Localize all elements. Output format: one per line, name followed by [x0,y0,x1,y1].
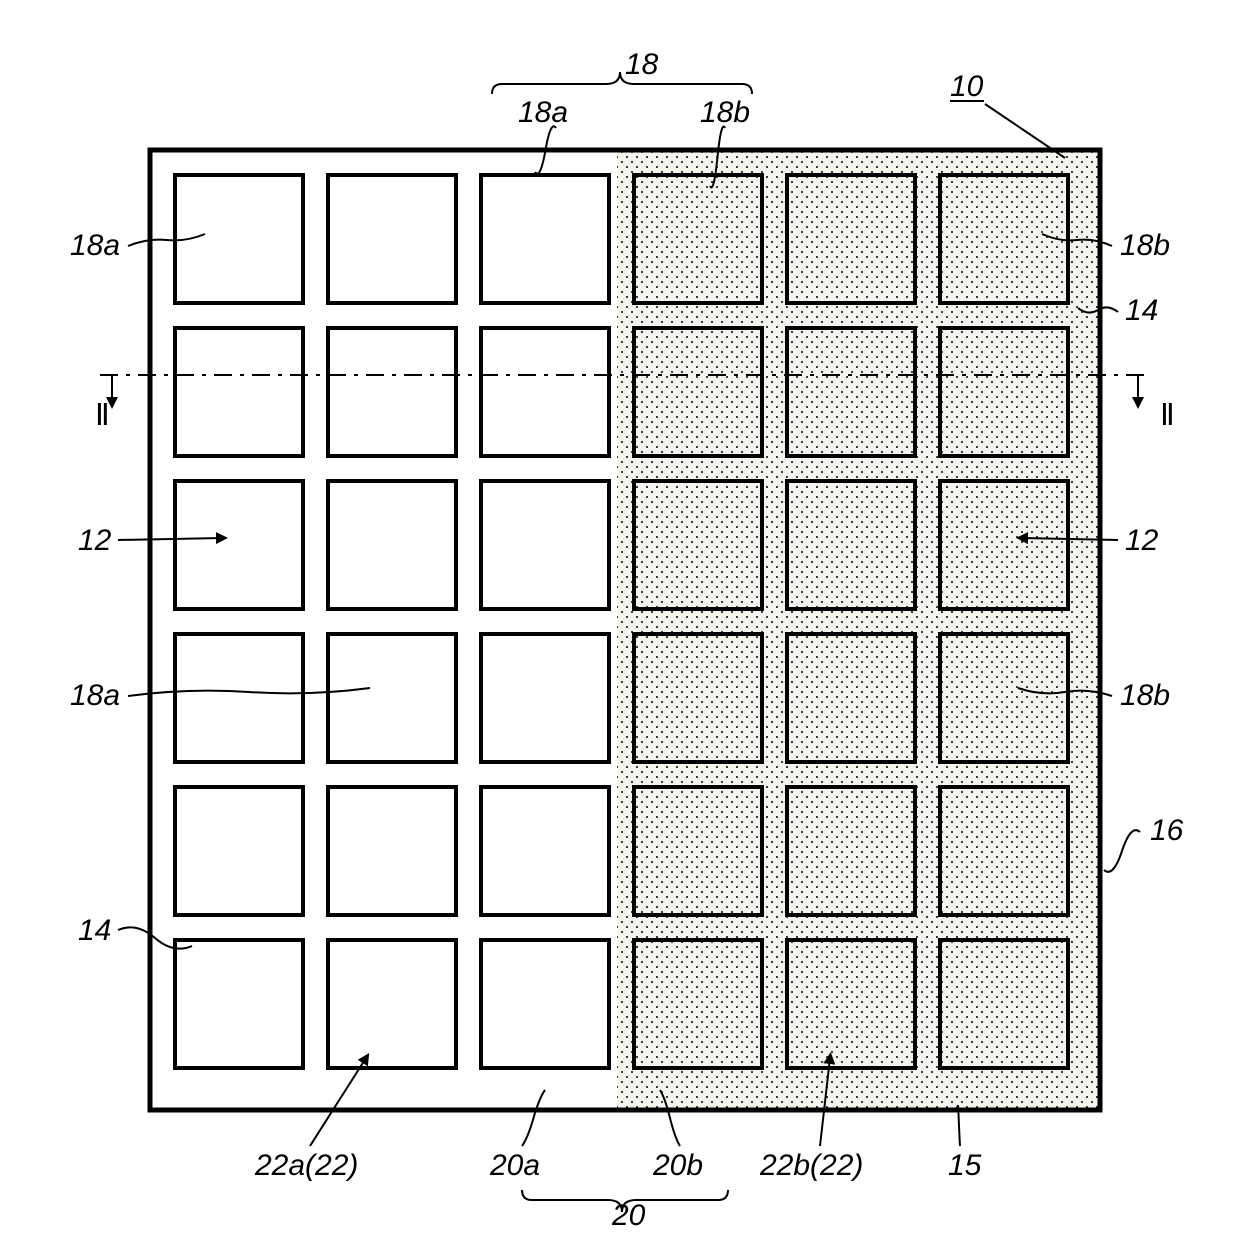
cell-18a [175,481,303,609]
cell-18b [634,481,762,609]
label-left_18a_1: 18a [70,229,120,262]
label-right_18b_1: 18b [1120,229,1170,262]
label-top_18b: 18b [700,96,750,129]
cell-18a [175,328,303,456]
cell-18a [175,634,303,762]
label-right_16: 16 [1150,814,1184,847]
leader-line [1104,830,1140,872]
label-right_18b_2: 18b [1120,679,1170,712]
cell-18a [328,940,456,1068]
label-right_12: 12 [1125,524,1159,557]
label-bot_22a: 22a(22) [254,1149,358,1182]
cell-18a [481,787,609,915]
cell-18b [787,787,915,915]
cell-18b [940,634,1068,762]
label-left_12: 12 [78,524,112,557]
cell-18b [634,787,762,915]
cell-18b [634,175,762,303]
cell-18a [328,634,456,762]
leader-line [310,1058,366,1146]
cell-18a [328,787,456,915]
cell-18b [940,940,1068,1068]
cell-18b [940,328,1068,456]
brace-18 [492,72,752,94]
cell-18b [787,481,915,609]
leader-line [522,1090,545,1146]
cell-18b [634,940,762,1068]
cell-18a [328,481,456,609]
cell-18b [787,175,915,303]
cell-18a [175,940,303,1068]
label-bot_20: 20 [611,1199,646,1232]
label-right_14: 14 [1125,294,1158,327]
label-bot_22b: 22b(22) [759,1149,863,1182]
label-bot_20a: 20a [489,1149,540,1182]
label-left_14: 14 [78,914,111,947]
cell-18b [787,940,915,1068]
cell-18b [940,175,1068,303]
cell-18b [634,328,762,456]
cell-18a [328,328,456,456]
cell-18a [175,787,303,915]
label-top_18: 18 [625,48,659,81]
cell-18b [787,328,915,456]
label-bot_15: 15 [948,1149,982,1182]
diagram-canvas: Ⅱ Ⅱ 18 18a 18b 10 18a 12 18a 14 18b 14 12 18b 16 22a(2… [0,0,1240,1252]
cell-18b [787,634,915,762]
cell-18a [481,328,609,456]
cell-18a [481,940,609,1068]
cell-18b [634,634,762,762]
cell-18b [940,481,1068,609]
label-left_18a_2: 18a [70,679,120,712]
cell-18a [481,481,609,609]
label-top_18a: 18a [518,96,568,129]
section-marker-right: Ⅱ [1160,399,1175,432]
cell-18a [175,175,303,303]
label-top_10: 10 [950,70,984,103]
cell-18a [481,175,609,303]
section-marker-left: Ⅱ [95,399,110,432]
label-bot_20b: 20b [652,1149,703,1182]
cell-18b [940,787,1068,915]
cell-18a [328,175,456,303]
cell-18a [481,634,609,762]
